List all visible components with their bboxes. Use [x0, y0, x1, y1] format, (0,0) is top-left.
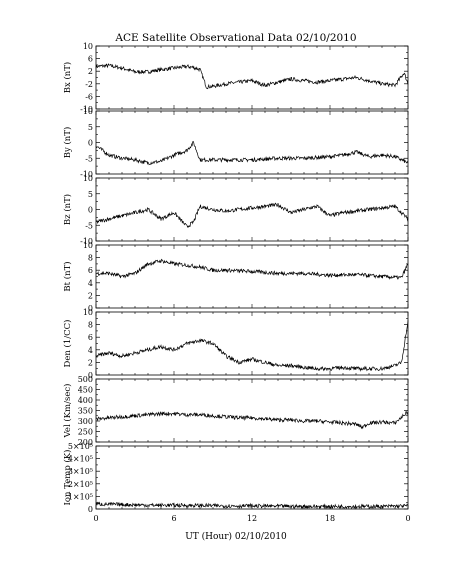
panel-3-series-line	[95, 202, 409, 228]
panel-3-ytick-label: 0	[88, 206, 93, 215]
panel-5-ylabel: Den (1/CC)	[62, 320, 73, 368]
panel-7-series-line	[95, 501, 409, 510]
panel-5-ytick-label: 8	[88, 321, 93, 330]
panel-7-ytick-label: 0	[88, 505, 93, 514]
panel-2-ylabel: By (nT)	[62, 127, 73, 159]
figure-title: ACE Satellite Observational Data 02/10/2…	[114, 32, 356, 44]
panel-1-ytick-label: -2	[85, 80, 93, 89]
x-tick-label: 0	[93, 514, 98, 523]
panel-3-ytick-label: -5	[85, 221, 93, 230]
panel-3-ylabel: Bz (nT)	[62, 194, 73, 225]
panel-1-ytick-label: 2	[88, 67, 93, 76]
panel-5-ytick-label: 2	[88, 358, 93, 367]
panel-1-series-line	[95, 63, 409, 90]
panel-4-ytick-label: 4	[88, 279, 93, 288]
panel-6-ytick-label: 400	[78, 396, 93, 405]
panel-2-ytick-label: -10	[80, 170, 93, 179]
panel-7-ylabel: Ion Temp (K)	[62, 450, 73, 506]
x-tick-label: 6	[171, 514, 176, 523]
panel-6-ytick-label: 450	[78, 386, 93, 395]
panel-5-ytick-label: 6	[88, 333, 93, 342]
panel-4-ytick-label: 6	[88, 266, 93, 275]
x-tick-label: 18	[325, 514, 335, 523]
x-tick-label: 0	[405, 514, 410, 523]
panel-7-ytick-label: 2×10⁵	[68, 480, 93, 489]
panel-4-ylabel: Bt (nT)	[62, 261, 73, 291]
panel-7-ytick-label: 4×10⁵	[68, 455, 93, 464]
panel-5-ytick-label: 10	[83, 308, 93, 317]
panel-6-ytick-label: 250	[78, 428, 93, 437]
panel-4-ytick-label: 2	[88, 291, 93, 300]
panel-7-ytick-label: 5×10⁵	[68, 442, 93, 451]
panel-3-ytick-label: -10	[80, 237, 93, 246]
panel-5-ytick-label: 0	[88, 371, 93, 380]
panel-6-frame	[95, 378, 409, 443]
panel-1-ytick-label: -10	[80, 105, 93, 114]
panel-4-frame	[95, 244, 409, 309]
panel-3-ytick-label: 10	[83, 174, 93, 183]
panel-6-ytick-label: 300	[78, 417, 93, 426]
panel-4-ytick-label: 10	[83, 241, 93, 250]
panel-3-ytick-label: 5	[88, 190, 93, 199]
panel-5-frame	[95, 311, 409, 376]
panel-2-ytick-label: -5	[85, 154, 93, 163]
panel-6-series-line	[95, 411, 409, 430]
panel-4-ytick-label: 0	[88, 304, 93, 313]
panel-5-ytick-label: 4	[88, 346, 93, 355]
panel-1-ytick-label: 10	[83, 42, 93, 51]
panel-2-ytick-label: 10	[83, 107, 93, 116]
panels: 10 6 2 -2 -6 -10 Bx (nT) 10 5 0 -5 -10 By (nT) 10 5 0 -5…	[62, 42, 411, 523]
panel-6-ytick-label: 200	[78, 438, 93, 447]
panel-4-ytick-label: 8	[88, 254, 93, 263]
panel-2-frame	[95, 110, 409, 175]
x-axis-label: UT (Hour) 02/10/2010	[185, 531, 287, 542]
panel-1-ylabel: Bx (nT)	[62, 62, 73, 94]
panel-2-ytick-label: 5	[88, 123, 93, 132]
panel-6-ytick-label: 500	[78, 375, 93, 384]
panel-7-ytick-label: 1×10⁵	[68, 492, 93, 501]
panel-6-ylabel: Vel (Km/sec)	[62, 384, 73, 439]
x-tick-label: 12	[247, 514, 257, 523]
panel-1-ytick-label: -6	[85, 92, 93, 101]
panel-7-ytick-label: 3×10⁵	[68, 467, 93, 476]
panel-4-series-line	[95, 258, 409, 280]
panel-7-frame	[95, 445, 409, 510]
panel-2-series-line	[95, 140, 409, 166]
panel-5-series-line	[95, 320, 409, 372]
panel-2-ytick-label: 0	[88, 139, 93, 148]
panel-6-ytick-label: 350	[78, 407, 93, 416]
panel-1-ytick-label: 6	[88, 55, 93, 64]
